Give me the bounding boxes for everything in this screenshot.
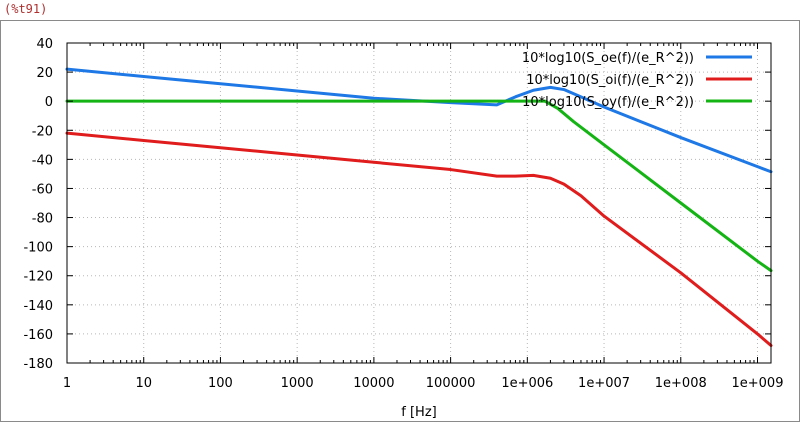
plot-border bbox=[66, 42, 772, 364]
legend-label-1: 10*log10(S_oi(f)/(e_R^2)) bbox=[526, 73, 694, 88]
x-tick-label: 1000 bbox=[281, 376, 314, 391]
y-tick-label: -100 bbox=[23, 241, 53, 256]
y-tick-label: 40 bbox=[36, 37, 53, 52]
series-line-0 bbox=[65, 67, 773, 174]
series-layer bbox=[65, 67, 773, 348]
series-line-1 bbox=[65, 131, 773, 348]
y-tick-label: -140 bbox=[23, 299, 53, 314]
x-tick-label: 100 bbox=[208, 376, 233, 391]
plot-frame: 40 20 0 -20 -40 -60 -80 -100 -120 -140 -160 -180 1 10… bbox=[0, 20, 800, 422]
legend-label-2: 10*log10(S_oy(f)/(e_R^2)) bbox=[522, 95, 694, 110]
x-tick-label: 1e+006 bbox=[501, 376, 553, 391]
y-tick-label: 0 bbox=[45, 95, 53, 110]
x-tick-label: 1 bbox=[63, 376, 71, 391]
tick-layer bbox=[66, 42, 771, 364]
plot-area bbox=[67, 43, 771, 363]
output-cell-label: (%t91) bbox=[4, 2, 48, 16]
x-tick-label: 100000 bbox=[426, 376, 476, 391]
x-tick-label: 10000 bbox=[353, 376, 394, 391]
y-tick-label: -20 bbox=[32, 124, 53, 139]
y-tick-label: -60 bbox=[32, 182, 53, 197]
grid-layer bbox=[67, 43, 771, 363]
y-tick-label: -180 bbox=[23, 357, 53, 372]
series-line-2 bbox=[65, 99, 773, 273]
y-tick-label: -160 bbox=[23, 328, 53, 343]
legend: 10*log10(S_oe(f)/(e_R^2)) 10*log10(S_oi(f… bbox=[522, 51, 752, 110]
legend-label-0: 10*log10(S_oe(f)/(e_R^2)) bbox=[522, 51, 694, 66]
x-tick-label: 1e+008 bbox=[655, 376, 707, 391]
x-axis-label: f [Hz] bbox=[401, 405, 436, 420]
label-layer: 40 20 0 -20 -40 -60 -80 -100 -120 -140 -160 -180 1 10… bbox=[23, 37, 783, 420]
y-tick-label: -40 bbox=[32, 153, 53, 168]
x-tick-label: 10 bbox=[135, 376, 152, 391]
y-tick-label: 20 bbox=[36, 66, 53, 81]
line-chart: 40 20 0 -20 -40 -60 -80 -100 -120 -140 -160 -180 1 10… bbox=[23, 37, 783, 420]
y-tick-label: -80 bbox=[32, 212, 53, 227]
x-tick-label: 1e+009 bbox=[731, 376, 783, 391]
x-tick-label: 1e+007 bbox=[578, 376, 630, 391]
y-tick-label: -120 bbox=[23, 270, 53, 285]
